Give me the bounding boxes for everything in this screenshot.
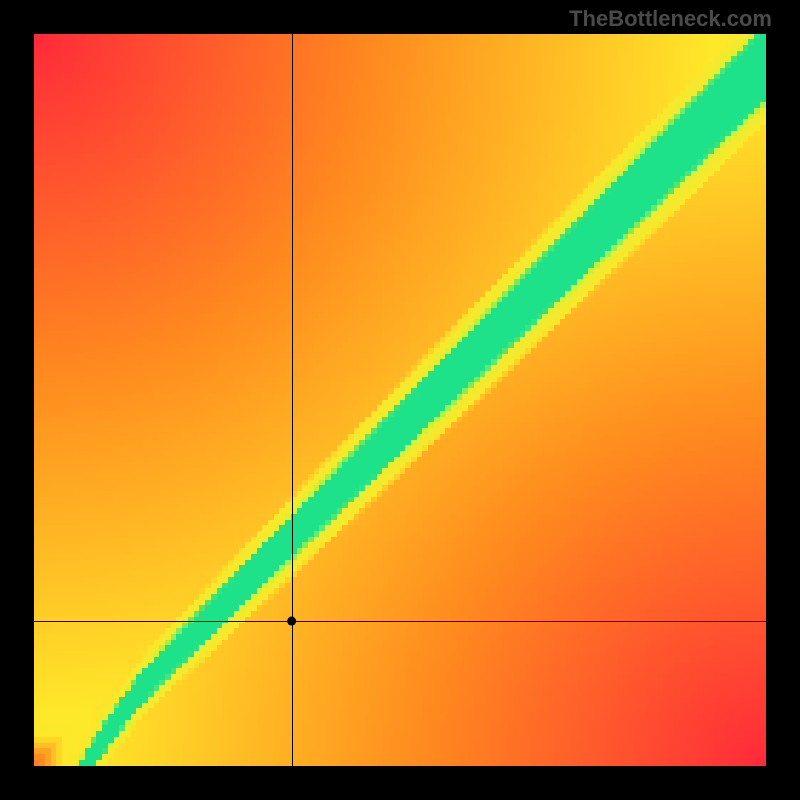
watermark-text: TheBottleneck.com [569,6,772,32]
crosshair-marker [34,34,766,766]
outer-frame: { "watermark": { "text": "TheBottleneck.… [0,0,800,800]
plot-area [34,34,766,766]
